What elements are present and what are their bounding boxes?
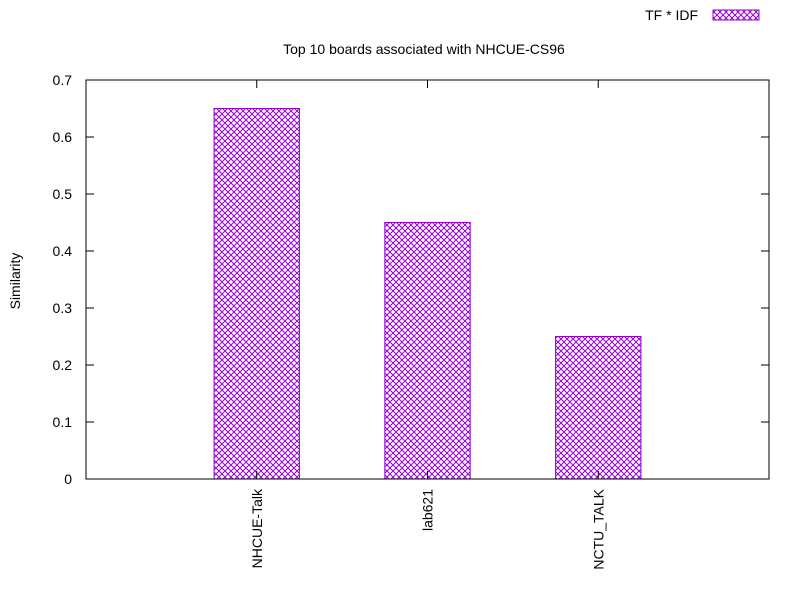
y-tick-label: 0.7 [53, 72, 73, 88]
x-tick-label: lab621 [420, 489, 436, 531]
y-tick-label: 0.4 [53, 243, 73, 259]
y-tick-label: 0.5 [53, 186, 73, 202]
bar-2 [555, 336, 642, 480]
legend-swatch [712, 9, 760, 21]
x-axis-ticks: NHCUE-Talk lab621 NCTU_TALK [249, 80, 606, 570]
legend: TF * IDF [645, 7, 760, 23]
y-tick-label: 0 [64, 471, 72, 487]
y-tick-label: 0.6 [53, 129, 73, 145]
x-tick-label: NCTU_TALK [590, 488, 606, 569]
chart-title: Top 10 boards associated with NHCUE-CS96 [283, 41, 565, 57]
y-axis-label: Similarity [7, 253, 23, 310]
plot-frame [85, 79, 770, 480]
bars [213, 108, 642, 480]
legend-label: TF * IDF [645, 7, 698, 23]
bar-1 [384, 222, 471, 480]
y-tick-label: 0.2 [53, 357, 73, 373]
y-tick-label: 0.3 [53, 300, 73, 316]
x-tick-label: NHCUE-Talk [249, 488, 265, 568]
bar-0 [213, 108, 300, 480]
y-tick-label: 0.1 [53, 414, 73, 430]
y-axis-ticks: 0 0.1 0.2 0.3 0.4 0.5 0.6 0.7 [53, 72, 769, 487]
